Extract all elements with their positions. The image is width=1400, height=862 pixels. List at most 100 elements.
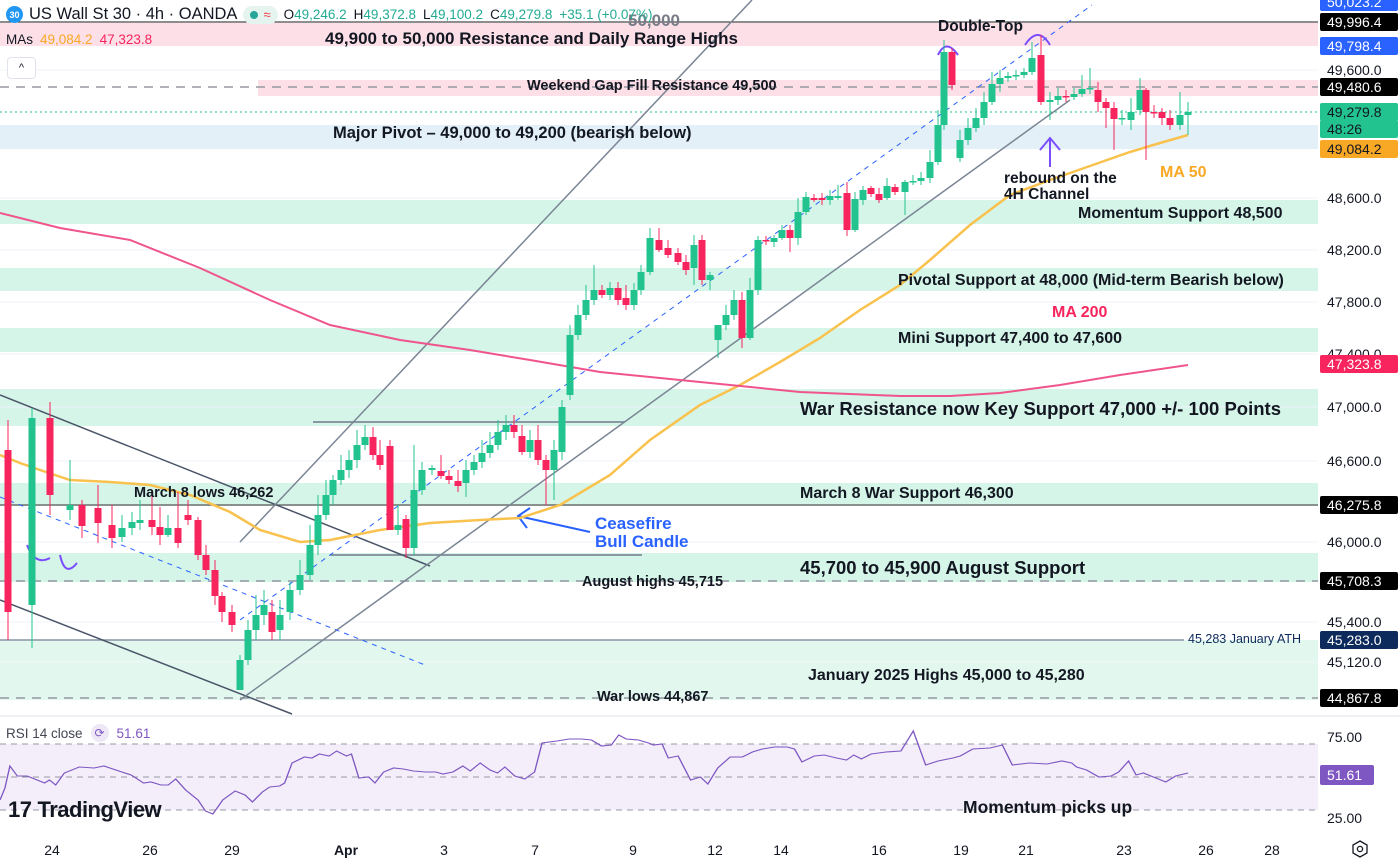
candle: [228, 605, 236, 632]
close-value: 49,279.8: [499, 7, 553, 22]
collapse-legend-button[interactable]: ^: [7, 57, 36, 79]
price-axis[interactable]: 50,023.2 49,996.4 49,798.4 49,600.049,480.6…: [1320, 0, 1398, 826]
price-label[interactable]: 45,120.0: [1327, 654, 1382, 670]
annotation-ma200: MA 200: [1052, 304, 1108, 321]
price-label[interactable]: 47,323.8: [1320, 355, 1398, 373]
svg-text:49,480.6: 49,480.6: [1327, 79, 1382, 95]
candle: [550, 440, 558, 500]
candle: [778, 225, 786, 240]
candle: [926, 150, 934, 183]
candle: [940, 40, 948, 130]
price-label[interactable]: 46,600.0: [1327, 453, 1382, 469]
close-label: C: [490, 7, 500, 22]
tradingview-logo[interactable]: 17 TradingView: [8, 797, 162, 823]
candle: [78, 500, 86, 538]
candle: [622, 285, 630, 310]
price-label[interactable]: 49,084.2: [1320, 140, 1398, 158]
time-label[interactable]: 24: [44, 842, 60, 858]
candlesticks: [4, 35, 1192, 690]
time-label[interactable]: 19: [953, 842, 969, 858]
price-label[interactable]: 50,023.2: [1320, 0, 1398, 11]
candle: [1086, 68, 1094, 94]
time-label[interactable]: 23: [1116, 842, 1132, 858]
time-label[interactable]: 12: [707, 842, 723, 858]
price-label[interactable]: 48,200.0: [1327, 242, 1382, 258]
time-label[interactable]: 16: [871, 842, 887, 858]
annotation-rebound: rebound on the 4H Channel: [1004, 170, 1117, 204]
rsi-axis-label: 75.00: [1327, 729, 1362, 745]
candle: [867, 186, 875, 197]
price-label[interactable]: 49,480.6: [1320, 78, 1398, 96]
candle: [574, 305, 582, 340]
candle: [252, 595, 260, 640]
price-label[interactable]: 48,600.0: [1327, 190, 1382, 206]
low-label: L: [422, 7, 431, 22]
annotation-mini-support: Mini Support 47,400 to 47,600: [898, 330, 1123, 347]
candle: [883, 178, 891, 200]
price-label[interactable]: 45,283.0: [1320, 631, 1398, 649]
chart-settings-icon[interactable]: [1351, 840, 1369, 858]
candle: [746, 278, 754, 340]
price-label[interactable]: 49,798.4: [1320, 37, 1398, 55]
candle: [1070, 88, 1078, 100]
annotation-august-support: 45,700 to 45,900 August Support: [800, 557, 1086, 578]
price-label[interactable]: 49,996.4: [1320, 13, 1398, 31]
time-label[interactable]: 14: [773, 842, 789, 858]
candle: [542, 455, 550, 505]
candle: [194, 517, 202, 560]
time-label[interactable]: 21: [1018, 842, 1034, 858]
candle: [698, 235, 706, 285]
candle: [454, 470, 462, 492]
candle: [909, 175, 917, 185]
candle: [276, 600, 284, 640]
price-label[interactable]: 49,600.0: [1327, 62, 1382, 78]
time-label[interactable]: Apr: [334, 842, 359, 858]
candle: [859, 186, 867, 205]
candle: [972, 108, 980, 132]
time-label[interactable]: 7: [531, 842, 539, 858]
candle: [156, 507, 164, 545]
time-label[interactable]: 29: [224, 842, 240, 858]
candle: [1062, 90, 1070, 102]
zone-pivotal-support-48000: [0, 268, 1318, 291]
price-label[interactable]: 47,800.0: [1327, 294, 1382, 310]
svg-text:47,000.0: 47,000.0: [1327, 399, 1382, 415]
price-label[interactable]: 45,400.0: [1327, 614, 1382, 630]
candle: [738, 292, 746, 348]
time-label[interactable]: 26: [142, 842, 158, 858]
annotation-march8-war: March 8 War Support 46,300: [800, 485, 1014, 502]
price-label[interactable]: 47,000.0: [1327, 399, 1382, 415]
ma-legend[interactable]: MAs 49,084.2 47,323.8: [6, 32, 152, 47]
price-label[interactable]: 44,867.8: [1320, 689, 1398, 707]
time-label[interactable]: 28: [1264, 842, 1280, 858]
market-status-pill[interactable]: ≈: [243, 5, 278, 24]
price-label[interactable]: 46,000.0: [1327, 534, 1382, 550]
candle: [637, 265, 645, 295]
candle: [802, 192, 810, 215]
symbol-title[interactable]: US Wall St 30 · 4h · OANDA: [29, 5, 238, 23]
candle: [337, 455, 345, 485]
candle: [518, 425, 526, 455]
price-label[interactable]: 48:26: [1320, 120, 1398, 138]
candle: [566, 325, 574, 400]
time-label[interactable]: 26: [1198, 842, 1214, 858]
candle: [260, 590, 268, 625]
refresh-icon[interactable]: ⟳: [90, 724, 109, 742]
rsi-current-label: 51.61: [1327, 767, 1362, 783]
symbol-badge[interactable]: 30: [6, 6, 23, 23]
candle: [891, 184, 899, 195]
price-label[interactable]: 49,279.8: [1320, 103, 1398, 121]
svg-text:48,600.0: 48,600.0: [1327, 190, 1382, 206]
zone-momentum-support: [0, 200, 1318, 224]
price-label[interactable]: 45,708.3: [1320, 572, 1398, 590]
candle: [128, 512, 136, 535]
price-label[interactable]: 46,275.8: [1320, 496, 1398, 514]
time-axis[interactable]: 24 26 29 Apr 3 7 9 12 14 16 19 21 23 26 28: [44, 842, 1280, 858]
rsi-legend[interactable]: RSI 14 close ⟳ 51.61: [6, 724, 150, 742]
candle: [502, 415, 510, 440]
time-label[interactable]: 9: [629, 842, 637, 858]
candle: [843, 182, 851, 236]
time-label[interactable]: 3: [440, 842, 448, 858]
candle: [690, 235, 698, 285]
